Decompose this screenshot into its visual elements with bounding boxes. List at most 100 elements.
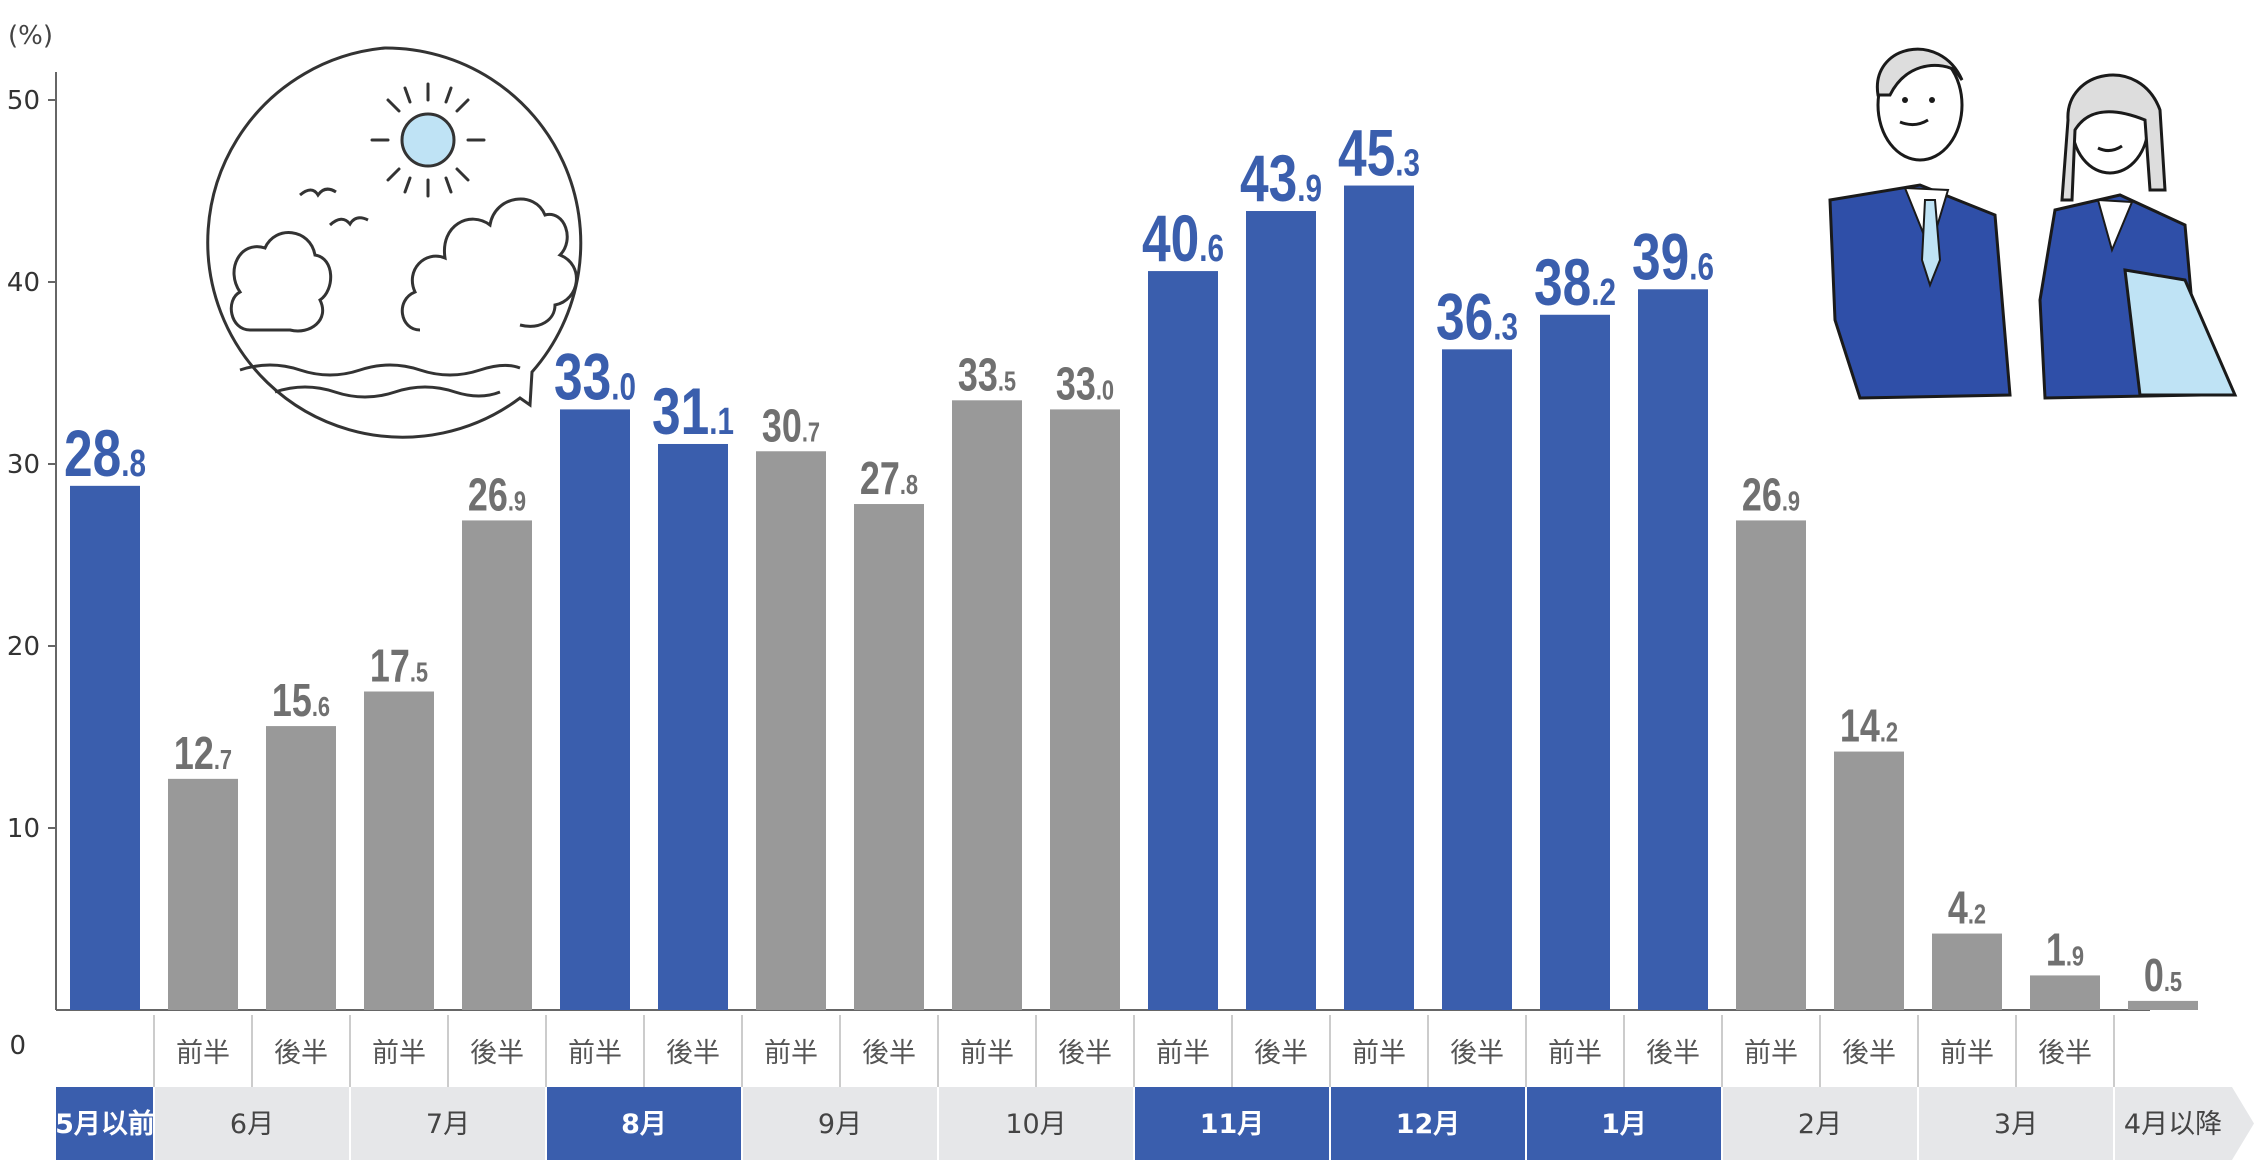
half-label: 前半 (1548, 1038, 1602, 1069)
bar (1050, 409, 1120, 1010)
y-tick-label: 20 (7, 632, 40, 662)
bar (2128, 1000, 2198, 1010)
y-tick-label: 0 (9, 1031, 26, 1061)
data-label: 39.6 (1632, 219, 1714, 294)
half-label: 後半 (666, 1038, 720, 1069)
half-label: 前半 (568, 1038, 622, 1069)
month-band-cell (154, 1087, 350, 1160)
month-label: 2月 (1798, 1109, 1842, 1140)
half-label: 後半 (1058, 1038, 1112, 1069)
bar (1344, 185, 1414, 1011)
bar (364, 691, 434, 1010)
month-label: 5月以前 (55, 1108, 155, 1140)
month-label: 10月 (1005, 1109, 1066, 1140)
half-label: 後半 (274, 1038, 328, 1069)
y-axis-unit-label: (%) (8, 21, 53, 51)
bar (658, 443, 728, 1011)
summer-scene-icon (206, 46, 583, 439)
data-label: 28.8 (64, 416, 146, 491)
job-seeker-students-icon (1828, 47, 2238, 400)
bar (168, 778, 238, 1010)
data-label: 4.2 (1948, 882, 1986, 933)
half-label: 前半 (764, 1038, 818, 1069)
bar (1736, 520, 1806, 1010)
data-label: 0.5 (2144, 950, 2182, 1001)
data-label: 1.9 (2046, 924, 2084, 975)
half-label: 後半 (2038, 1038, 2092, 1069)
month-band-cell (1918, 1087, 2114, 1160)
half-label: 前半 (1352, 1038, 1406, 1069)
half-label: 後半 (470, 1038, 524, 1069)
month-label: 11月 (1200, 1109, 1265, 1140)
month-band-cell (1330, 1087, 1526, 1160)
data-label: 12.7 (174, 728, 232, 779)
data-label: 27.8 (860, 453, 918, 504)
bar (1148, 271, 1218, 1011)
data-label: 33.5 (958, 349, 1016, 400)
half-label: 前半 (372, 1038, 426, 1069)
half-label: 後半 (1842, 1038, 1896, 1069)
month-band-cell (2114, 1087, 2254, 1160)
half-label: 後半 (1450, 1038, 1504, 1069)
bar (1638, 289, 1708, 1010)
bar (1442, 349, 1512, 1011)
y-tick-label: 40 (7, 268, 40, 298)
bar (462, 520, 532, 1010)
bar (560, 409, 630, 1010)
data-label: 43.9 (1240, 141, 1322, 216)
data-label: 26.9 (468, 469, 526, 520)
bar (1932, 933, 2002, 1010)
month-label: 9月 (818, 1109, 862, 1140)
half-label: 後半 (1254, 1038, 1308, 1069)
month-band-cell (1526, 1087, 1722, 1160)
data-label: 26.9 (1742, 469, 1800, 520)
data-label: 31.1 (652, 374, 734, 449)
y-tick-label: 30 (7, 450, 40, 480)
bar (1834, 751, 1904, 1010)
half-label: 後半 (862, 1038, 916, 1069)
x-axis: 前半 後半 前半 後半 前半 後半 前半 後半 前半 後半 前半 後半 前半 後半 前半 後半 前半 後半 前半 後半… (55, 1015, 2254, 1160)
data-label: 36.3 (1436, 279, 1518, 354)
month-label: 3月 (1994, 1109, 2038, 1140)
bar (1540, 314, 1610, 1010)
month-label: 4月以降 (2124, 1109, 2222, 1140)
data-label: 14.2 (1840, 700, 1898, 751)
bars-layer (70, 185, 2198, 1011)
month-band-cell (546, 1087, 742, 1160)
month-label: 7月 (426, 1109, 470, 1140)
data-label: 30.7 (762, 400, 820, 451)
half-label: 後半 (1646, 1038, 1700, 1069)
bar (266, 726, 336, 1010)
data-label: 33.0 (554, 339, 636, 414)
month-label: 1月 (1601, 1109, 1647, 1140)
bar (1246, 211, 1316, 1010)
bar (756, 451, 826, 1010)
value-labels: 28.812.715.617.526.933.0 31.1 30.727.833.5… (64, 115, 2182, 1001)
data-label: 15.6 (272, 675, 330, 726)
data-label: 33.0 (1056, 358, 1114, 409)
data-label: 17.5 (370, 640, 428, 691)
bar (952, 400, 1022, 1010)
month-band-cell (1134, 1087, 1330, 1160)
month-band-cell (1722, 1087, 1918, 1160)
bar (70, 485, 140, 1011)
y-tick-label: 50 (7, 86, 40, 116)
y-tick-label: 10 (7, 814, 40, 844)
bar (2030, 975, 2100, 1010)
half-label: 前半 (176, 1038, 230, 1069)
half-label: 前半 (960, 1038, 1014, 1069)
data-label: 45.3 (1338, 115, 1420, 190)
month-band-cell (938, 1087, 1134, 1160)
half-label: 前半 (1940, 1038, 1994, 1069)
bar (854, 504, 924, 1010)
month-label: 6月 (230, 1109, 274, 1140)
half-label: 前半 (1156, 1038, 1210, 1069)
month-band-cell (56, 1087, 154, 1160)
month-band-cell (350, 1087, 546, 1160)
month-label: 8月 (621, 1109, 667, 1140)
data-label: 40.6 (1142, 201, 1224, 276)
data-label: 38.2 (1534, 245, 1616, 320)
month-band-cell (742, 1087, 938, 1160)
month-label: 12月 (1396, 1109, 1461, 1140)
